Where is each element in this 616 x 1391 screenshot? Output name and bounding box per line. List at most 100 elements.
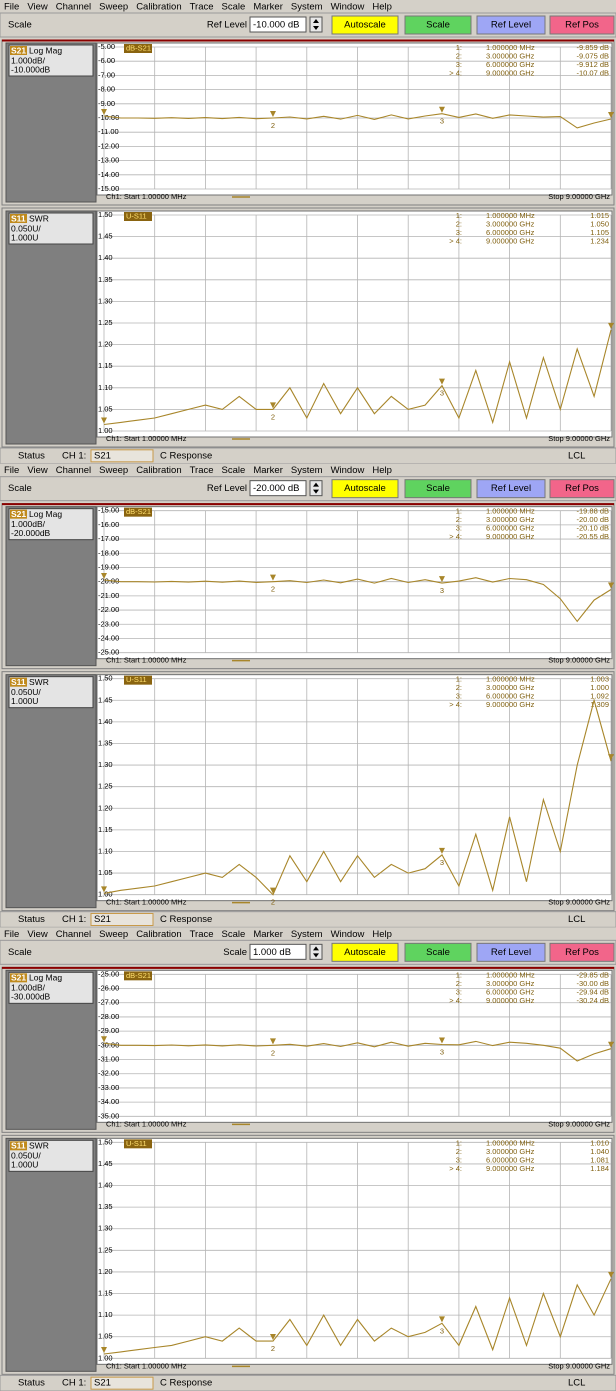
- trace-line: [103, 1040, 612, 1062]
- spinner[interactable]: [309, 480, 323, 497]
- toolbar-button[interactable]: [549, 479, 615, 499]
- toolbar-button-label[interactable]: Autoscale: [344, 947, 386, 958]
- menu-item[interactable]: Calibration: [136, 465, 181, 476]
- trace-param: S11: [11, 677, 26, 687]
- toolbar-button-label[interactable]: Autoscale: [344, 483, 386, 494]
- menu-item[interactable]: Channel: [56, 2, 91, 13]
- menu-item[interactable]: Channel: [56, 929, 91, 940]
- menu-item[interactable]: View: [27, 465, 48, 476]
- marker-label: 2:: [456, 683, 462, 692]
- menu-item[interactable]: File: [4, 2, 19, 13]
- menu-item[interactable]: Scale: [222, 465, 246, 476]
- trace-ref: -20.000dB: [11, 528, 51, 538]
- toolbar-button-label[interactable]: Autoscale: [344, 20, 386, 31]
- trace-param: S11: [11, 1141, 26, 1151]
- menu-item[interactable]: Help: [372, 2, 392, 13]
- menu-item[interactable]: Window: [331, 465, 365, 476]
- field-value[interactable]: -10.000 dB: [253, 20, 299, 31]
- toolbar-button[interactable]: [331, 479, 399, 499]
- toolbar-button-label[interactable]: Ref Pos: [565, 483, 599, 494]
- trace-line: [103, 329, 612, 426]
- menu-item[interactable]: View: [27, 2, 48, 13]
- trace-tag: dB-S21: [126, 971, 151, 980]
- menu-item[interactable]: Window: [331, 929, 365, 940]
- menu-item[interactable]: System: [291, 2, 323, 13]
- toolbar-button[interactable]: [404, 15, 472, 35]
- marker-freq: 6.000000 GHz: [486, 987, 535, 996]
- y-tick-label: 1.05: [98, 1332, 113, 1341]
- spinner[interactable]: [309, 16, 323, 33]
- y-tick-label: -35.00: [98, 1111, 119, 1120]
- menu-item[interactable]: Help: [372, 465, 392, 476]
- menu-item[interactable]: File: [4, 465, 19, 476]
- status-param-box: [90, 1376, 154, 1390]
- toolbar-button[interactable]: [331, 15, 399, 35]
- menu-item[interactable]: Scale: [222, 929, 246, 940]
- marker-triangle: [269, 402, 276, 409]
- trace-ref: 1.000U: [11, 232, 38, 242]
- y-tick-label: -32.00: [98, 1069, 119, 1078]
- menu-item[interactable]: Calibration: [136, 929, 181, 940]
- field-value[interactable]: -20.000 dB: [253, 483, 299, 494]
- menu-item[interactable]: Trace: [190, 2, 214, 13]
- menu-item[interactable]: Trace: [190, 929, 214, 940]
- toolbar-button[interactable]: [404, 942, 472, 962]
- marker-triangle: [608, 1041, 614, 1048]
- trace-scale: 0.050U/: [11, 1151, 41, 1161]
- menu-item[interactable]: System: [291, 465, 323, 476]
- marker-label: 2:: [456, 51, 462, 60]
- spinner[interactable]: [309, 943, 323, 960]
- toolbar-button-label[interactable]: Ref Level: [491, 947, 531, 958]
- toolbar-button[interactable]: [476, 479, 546, 499]
- toolbar-button-label[interactable]: Scale: [426, 483, 450, 494]
- marker-value: -30.00 dB: [576, 979, 609, 988]
- field-box[interactable]: [249, 480, 307, 497]
- menu-item[interactable]: System: [291, 929, 323, 940]
- toolbar-button-label[interactable]: Ref Pos: [565, 947, 599, 958]
- menu-item[interactable]: File: [4, 929, 19, 940]
- field-value[interactable]: 1.000 dB: [253, 947, 291, 958]
- y-tick-label: -15.00: [98, 184, 119, 193]
- marker-freq: 6.000000 GHz: [486, 60, 535, 69]
- y-tick-label: -29.00: [98, 1026, 119, 1035]
- menu-item[interactable]: Sweep: [99, 2, 128, 13]
- menu-item[interactable]: Marker: [253, 2, 283, 13]
- toolbar-button-label[interactable]: Ref Level: [491, 483, 531, 494]
- toolbar-button[interactable]: [331, 942, 399, 962]
- menu-item[interactable]: Calibration: [136, 2, 181, 13]
- menu-item[interactable]: Help: [372, 929, 392, 940]
- marker-number: 2: [271, 585, 275, 594]
- field-box[interactable]: [249, 943, 307, 960]
- marker-value: 1.015: [590, 211, 609, 220]
- menu-item[interactable]: View: [27, 929, 48, 940]
- trace-scale: 0.050U/: [11, 223, 41, 233]
- toolbar-button[interactable]: [476, 942, 546, 962]
- y-tick-label: 1.00: [98, 426, 113, 435]
- menu-item[interactable]: Sweep: [99, 929, 128, 940]
- menu-item[interactable]: Marker: [253, 929, 283, 940]
- toolbar-button-label[interactable]: Ref Level: [491, 20, 531, 31]
- menu-item[interactable]: Channel: [56, 465, 91, 476]
- marker-triangle: [101, 886, 107, 893]
- marker-freq: 1.000000 MHz: [486, 43, 535, 52]
- menu-item[interactable]: Marker: [253, 465, 283, 476]
- toolbar-button-label[interactable]: Ref Pos: [565, 20, 599, 31]
- toolbar-button-label[interactable]: Scale: [426, 947, 450, 958]
- sweep-stop: Stop 9.00000 GHz: [548, 192, 610, 201]
- status-mode: C Response: [160, 1378, 212, 1389]
- menu-item[interactable]: Window: [331, 2, 365, 13]
- toolbar-button[interactable]: [404, 479, 472, 499]
- menu-item[interactable]: Sweep: [99, 465, 128, 476]
- toolbar-button-label[interactable]: Scale: [426, 20, 450, 31]
- marker-label: 3:: [456, 228, 462, 237]
- field-box[interactable]: [249, 16, 307, 33]
- param-badge: [10, 1141, 27, 1151]
- toolbar-button[interactable]: [476, 15, 546, 35]
- y-tick-label: 1.10: [98, 1310, 113, 1319]
- toolbar-button[interactable]: [549, 15, 615, 35]
- y-tick-label: 1.50: [98, 1137, 113, 1146]
- toolbar-button[interactable]: [549, 942, 615, 962]
- marker-value: 1.010: [590, 1138, 609, 1147]
- menu-item[interactable]: Trace: [190, 465, 214, 476]
- menu-item[interactable]: Scale: [222, 2, 246, 13]
